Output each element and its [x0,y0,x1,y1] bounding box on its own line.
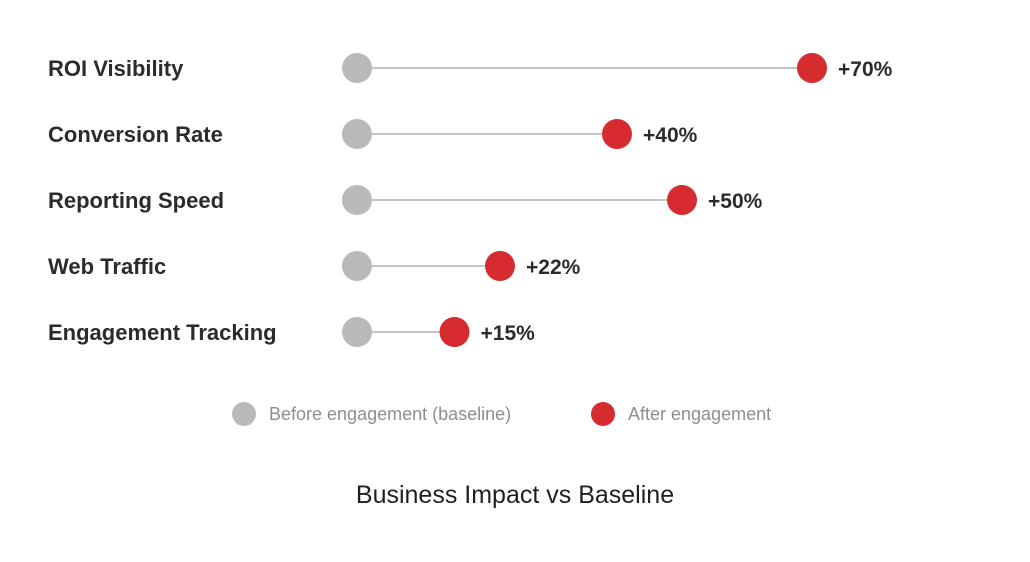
before-marker [342,119,372,149]
legend-before-marker [232,402,256,426]
category-label: Engagement Tracking [48,320,277,345]
after-marker [485,251,515,281]
category-label: Web Traffic [48,254,166,279]
legend-before-label: Before engagement (baseline) [269,404,511,424]
after-marker [667,185,697,215]
value-label: +40% [643,124,698,147]
before-marker [342,185,372,215]
value-label: +70% [838,58,893,81]
value-label: +22% [526,256,581,279]
legend: Before engagement (baseline) After engag… [232,402,771,426]
category-label: Reporting Speed [48,188,224,213]
after-marker [439,317,470,347]
after-marker [797,53,827,83]
legend-after-marker [591,402,615,426]
before-marker [342,251,372,281]
category-label: ROI Visibility [48,56,184,81]
before-marker [342,53,372,83]
legend-after-label: After engagement [628,404,771,424]
value-label: +50% [708,190,763,213]
chart-rows: ROI Visibility +70% Conversion Rate +40% Rep… [48,53,893,347]
after-marker [602,119,632,149]
category-label: Conversion Rate [48,122,223,147]
chart-title: Business Impact vs Baseline [356,481,674,509]
value-label: +15% [481,322,536,345]
before-marker [342,317,372,347]
